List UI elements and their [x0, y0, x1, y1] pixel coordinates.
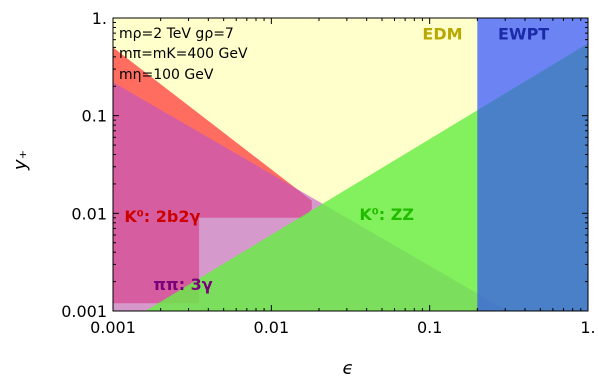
x-tick-label-2: 0.1 [417, 318, 442, 337]
y-tick-label-0: 0.001 [61, 302, 107, 321]
y-tick-label-3: 1. [92, 9, 107, 28]
plot-frame [112, 17, 589, 312]
parameters-box: mρ=2 TeV gρ=7 mπ=mK=400 GeV mη=100 GeV [119, 26, 248, 83]
regions-layer [113, 18, 588, 311]
y-tick-label-2: 0.1 [82, 107, 107, 126]
region-label-4: EWPT [498, 25, 549, 44]
y-tick-label-1: 0.01 [71, 204, 107, 223]
region-label-0: EDM [422, 25, 462, 44]
region-4 [477, 18, 588, 311]
x-tick-label-3: 1. [580, 318, 595, 337]
region-label-2: ππ: 3γ [153, 275, 212, 294]
param-line-1: mρ=2 TeV gρ=7 [119, 26, 234, 42]
region-label-1: K⁰: 2b2γ [124, 207, 200, 226]
x-tick-label-1: 0.01 [254, 318, 290, 337]
x-axis-title: ϵ [342, 358, 353, 379]
region-label-3: K⁰: ZZ [359, 205, 414, 224]
y-axis-title: y₊ [10, 150, 31, 171]
param-line-3: mη=100 GeV [119, 67, 214, 83]
region-labels-layer: EDM K⁰: 2b2γ ππ: 3γ K⁰: ZZ EWPT [124, 25, 549, 294]
param-line-2: mπ=mK=400 GeV [119, 46, 248, 62]
axes-layer: 0.001 0.01 0.1 1. 0.001 0.01 0.1 1. [61, 9, 595, 337]
x-tick-label-0: 0.001 [90, 318, 136, 337]
